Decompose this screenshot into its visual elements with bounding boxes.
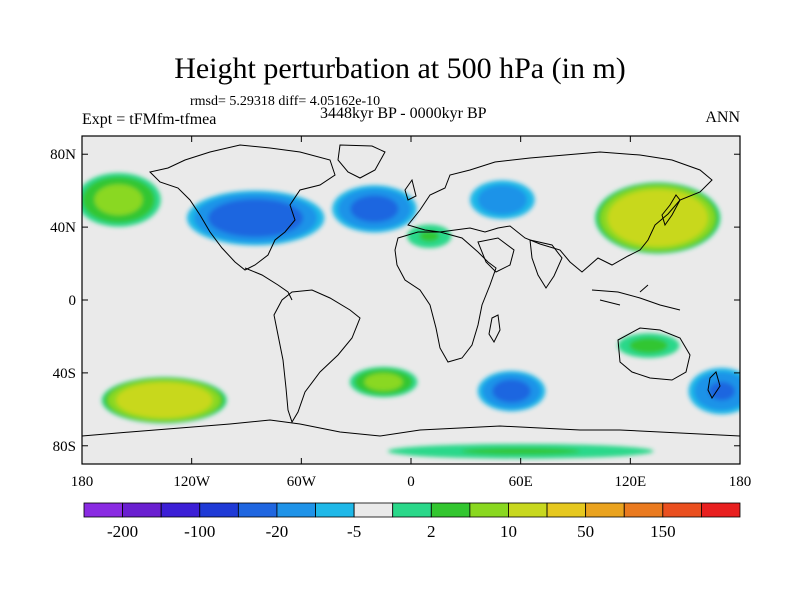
colorbar-swatch: [701, 502, 741, 518]
colorbar-label: 2: [427, 522, 436, 541]
anomaly-region: [82, 172, 161, 227]
coastline-new-zealand: [707, 371, 721, 399]
colorbar-swatch: [546, 502, 587, 518]
lon-tick-label: 180: [729, 474, 752, 490]
experiment-label: Expt = tFMfm-tfmea: [82, 111, 217, 128]
coastline-japan: [661, 194, 681, 227]
coastline-arabia: [477, 237, 515, 273]
lat-tick-label: 0: [69, 293, 77, 309]
lon-tick-label: 0: [407, 474, 415, 490]
period-label: 3448kyr BP - 0000kyr BP: [320, 105, 487, 122]
anomaly-region: [688, 367, 740, 415]
colorbar-swatch: [199, 502, 239, 518]
anomaly-region: [387, 443, 654, 459]
colorbar-label: -20: [266, 522, 289, 541]
lat-tick-label: 40N: [50, 220, 76, 236]
colorbar-label: 50: [577, 522, 594, 541]
coastline-madagascar: [488, 314, 501, 344]
colorbar-swatch: [122, 502, 162, 518]
lon-tick-label: 60E: [509, 474, 533, 490]
colorbar-swatch: [392, 502, 432, 518]
colorbar-label: -200: [107, 522, 138, 541]
anomaly-region: [477, 370, 546, 412]
colorbar-swatch: [315, 502, 355, 518]
colorbar-label: 10: [500, 522, 517, 541]
colorbar-label: -5: [347, 522, 361, 541]
lat-tick-label: 40S: [53, 366, 76, 382]
coastline-australia: [617, 327, 691, 381]
anomaly-region: [101, 377, 227, 424]
coastline-europe-asia: [407, 151, 713, 273]
coastline-africa: [394, 231, 497, 363]
lat-tick-label: 80N: [50, 147, 76, 163]
colorbar-swatch: [353, 502, 394, 518]
lon-tick-label: 120W: [173, 474, 211, 490]
anomaly-region: [595, 182, 721, 254]
lon-tick-label: 120E: [614, 474, 646, 490]
anomaly-region: [617, 333, 680, 358]
stats-line: rmsd= 5.29318 diff= 4.05162e-10: [190, 94, 381, 109]
anomaly-region: [407, 224, 452, 248]
lon-tick-label: 180: [71, 474, 94, 490]
lon-tick-label: 60W: [287, 474, 317, 490]
season-label: ANN: [705, 109, 740, 126]
anomaly-region: [349, 366, 418, 398]
colorbar-swatch: [508, 502, 548, 518]
colorbar-swatch: [662, 502, 702, 518]
colorbar-swatch: [160, 502, 201, 518]
colorbar-swatch: [430, 502, 471, 518]
coastline-south-america: [273, 289, 361, 424]
coastline-north-america: [149, 144, 336, 271]
coastline-uk: [404, 178, 417, 201]
anomaly-region: [186, 190, 325, 246]
lat-tick-label: 80S: [53, 439, 76, 455]
colorbar-swatch: [83, 502, 123, 518]
colorbar-swatch: [237, 502, 278, 518]
colorbar-swatch: [469, 502, 509, 518]
colorbar-swatch: [585, 502, 625, 518]
colorbar-label: -100: [184, 522, 215, 541]
chart-title: Height perturbation at 500 hPa (in m): [174, 52, 626, 85]
anomaly-region: [332, 185, 417, 233]
coastline-antarctica: [82, 419, 740, 437]
anomaly-region: [470, 180, 535, 220]
colorbar-label: 150: [650, 522, 676, 541]
colorbar-swatch: [276, 502, 316, 518]
coastline-greenland: [337, 144, 386, 179]
coastline-india: [529, 239, 563, 289]
coastline-se-asia-islands: [591, 284, 681, 311]
colorbar-swatch: [623, 502, 664, 518]
